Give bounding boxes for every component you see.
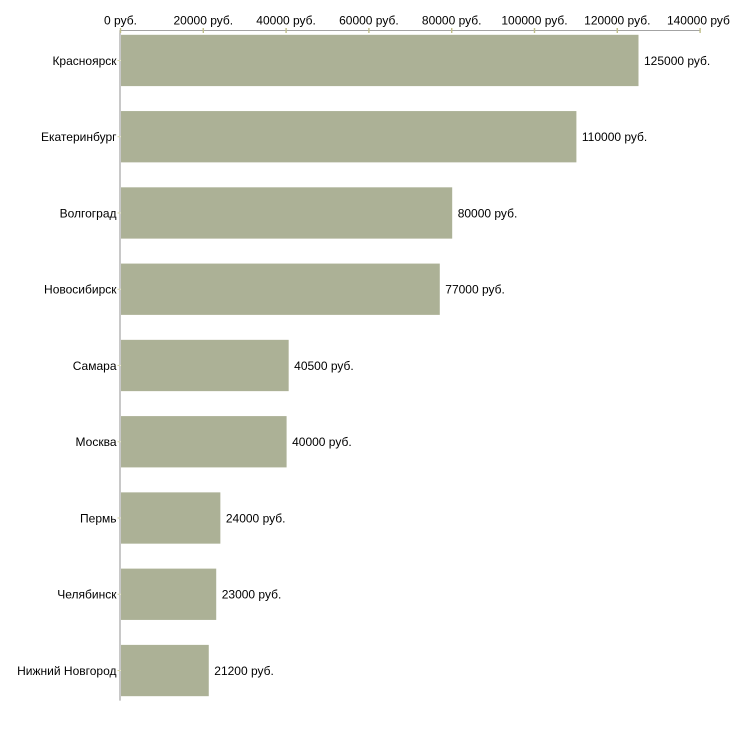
svg-text:Москва: Москва: [76, 435, 117, 449]
svg-text:80000 руб.: 80000 руб.: [422, 14, 482, 28]
svg-text:40500 руб.: 40500 руб.: [294, 359, 354, 373]
svg-text:77000 руб.: 77000 руб.: [445, 283, 505, 297]
svg-text:140000 руб.: 140000 руб.: [667, 14, 730, 28]
svg-text:110000 руб.: 110000 руб.: [582, 130, 647, 144]
svg-text:0 руб.: 0 руб.: [104, 14, 137, 28]
svg-text:80000 руб.: 80000 руб.: [458, 206, 518, 220]
svg-text:Новосибирск: Новосибирск: [44, 283, 117, 297]
svg-text:120000 руб.: 120000 руб.: [584, 14, 650, 28]
svg-text:125000 руб.: 125000 руб.: [644, 54, 710, 68]
svg-text:24000 руб.: 24000 руб.: [226, 511, 286, 525]
svg-text:20000 руб.: 20000 руб.: [174, 14, 234, 28]
svg-text:23000 руб.: 23000 руб.: [222, 588, 282, 602]
svg-text:40000 руб.: 40000 руб.: [256, 14, 316, 28]
svg-text:Челябинск: Челябинск: [57, 588, 117, 602]
svg-text:40000 руб.: 40000 руб.: [292, 435, 352, 449]
svg-text:Нижний Новгород: Нижний Новгород: [17, 664, 116, 678]
svg-text:Самара: Самара: [73, 359, 117, 373]
svg-text:Волгоград: Волгоград: [60, 206, 117, 220]
svg-text:Пермь: Пермь: [80, 511, 116, 525]
svg-text:Екатеринбург: Екатеринбург: [41, 130, 117, 144]
svg-text:100000 руб.: 100000 руб.: [501, 14, 567, 28]
svg-text:60000 руб.: 60000 руб.: [339, 14, 399, 28]
svg-text:Красноярск: Красноярск: [52, 54, 117, 68]
svg-text:21200 руб.: 21200 руб.: [214, 664, 274, 678]
